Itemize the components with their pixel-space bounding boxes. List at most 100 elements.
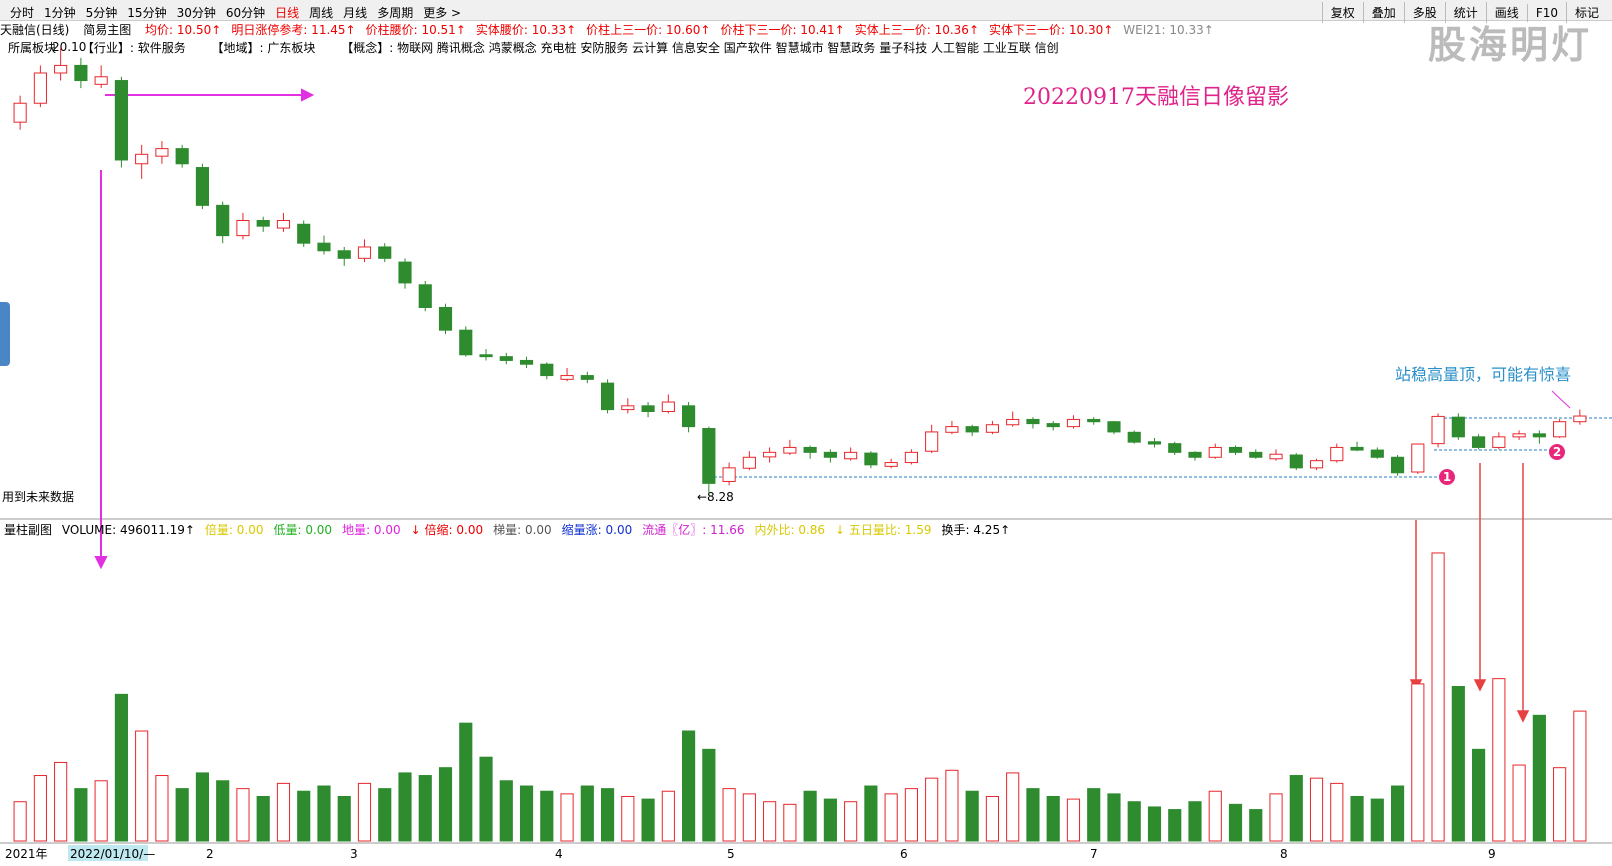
volume-bar bbox=[135, 730, 149, 842]
period-tab[interactable]: 30分钟 bbox=[176, 6, 216, 20]
time-label: 7 bbox=[1090, 847, 1098, 861]
indicator: 价柱上三一价: 10.60↑ bbox=[586, 23, 711, 37]
candle-body bbox=[864, 452, 878, 466]
period-tab[interactable]: 更多 > bbox=[423, 6, 462, 20]
tool-button[interactable]: 叠加 bbox=[1362, 2, 1404, 23]
candle-body bbox=[13, 102, 27, 123]
volume-bar bbox=[763, 801, 777, 842]
tool-button[interactable]: 画线 bbox=[1485, 2, 1527, 23]
side-tab[interactable] bbox=[0, 302, 10, 366]
tool-button[interactable]: 标记 bbox=[1565, 2, 1607, 23]
candle-body bbox=[985, 424, 1000, 433]
marker-label: 2 bbox=[1553, 445, 1561, 459]
period-tab[interactable]: 分时 bbox=[10, 6, 35, 20]
indicator: 价柱下三一价: 10.41↑ bbox=[720, 23, 845, 37]
volume-bar bbox=[1087, 788, 1101, 842]
volume-bar bbox=[357, 782, 372, 842]
candle-body bbox=[904, 451, 918, 464]
candle-body bbox=[1573, 415, 1587, 423]
candle-body bbox=[1087, 418, 1101, 423]
indicator: 实体下三一价: 10.30↑ bbox=[989, 23, 1114, 37]
period-tab[interactable]: 周线 bbox=[309, 6, 334, 20]
volume-bar bbox=[155, 775, 169, 842]
candle-body bbox=[763, 451, 777, 458]
period-tab[interactable]: 月线 bbox=[343, 6, 368, 20]
volume-bar bbox=[276, 782, 291, 842]
period-tab[interactable]: 5分钟 bbox=[85, 6, 118, 20]
future-note: 用到未来数据 bbox=[2, 489, 74, 504]
indicator: 价柱腰价: 10.51↑ bbox=[365, 23, 466, 37]
volume-bar bbox=[1532, 714, 1546, 842]
candle-body bbox=[1269, 453, 1283, 460]
candle-body bbox=[459, 329, 473, 356]
volume-bar bbox=[499, 780, 513, 842]
volume-bar bbox=[236, 788, 250, 842]
candle-body bbox=[499, 356, 513, 361]
volume-bar bbox=[378, 788, 392, 842]
time-label: 6 bbox=[900, 847, 908, 861]
volume-bar bbox=[519, 785, 534, 842]
candle-body bbox=[925, 431, 939, 452]
magenta-arrows bbox=[94, 88, 1571, 570]
candle-body bbox=[1309, 460, 1324, 469]
candle-body bbox=[236, 219, 250, 237]
candle-body bbox=[1026, 418, 1040, 425]
volume-panel-name: 量柱副图 bbox=[4, 523, 53, 537]
volume-bar bbox=[600, 788, 615, 842]
period-tab[interactable]: 1分钟 bbox=[44, 6, 76, 20]
candle-body bbox=[378, 246, 392, 259]
candle-body bbox=[884, 462, 898, 467]
candle-body bbox=[135, 153, 149, 165]
volume-bar bbox=[317, 785, 331, 842]
volume-bar bbox=[1107, 793, 1121, 842]
volume-bar bbox=[1350, 795, 1364, 842]
time-label: 2 bbox=[206, 847, 214, 861]
info-row: 所属板块 【行业】: 软件服务 【地域】: 广东板块 【概念】: 物联网 腾讯概… bbox=[0, 39, 1081, 57]
template[interactable]: 简易主图 bbox=[83, 23, 132, 37]
candle-body bbox=[600, 382, 615, 411]
candle-body bbox=[195, 167, 210, 206]
volume-bar bbox=[1451, 686, 1465, 842]
time-label: 4 bbox=[555, 847, 563, 861]
candle-body bbox=[398, 261, 412, 284]
volume-bar bbox=[114, 693, 128, 842]
candle-body bbox=[1046, 423, 1060, 428]
toolbar: 分时 1分钟 5分钟 15分钟 30分钟 60分钟 日线 周线 月线 多周期 更多 > 复权 叠加 多股统… bbox=[0, 0, 1612, 23]
concepts: 【概念】: 物联网 腾讯概念 鸿蒙概念 充电桩 安防服务 云计算 信息安全 国产… bbox=[341, 41, 1059, 55]
volume-bar bbox=[1269, 793, 1283, 842]
candle-body bbox=[1492, 436, 1506, 448]
indicator: 换手: 4.25↑ bbox=[941, 523, 1011, 537]
candle-body bbox=[1147, 441, 1162, 445]
volume-bar bbox=[965, 790, 979, 842]
volume-bar bbox=[742, 793, 756, 842]
stock-name: 天融信(日线) bbox=[0, 23, 70, 37]
candle-body bbox=[1553, 421, 1567, 438]
candle-body bbox=[1208, 446, 1222, 458]
period-tab[interactable]: 15分钟 bbox=[127, 6, 167, 20]
time-label: 2022/01/10/— bbox=[70, 847, 155, 861]
volume-bar bbox=[256, 795, 270, 842]
volume-bar bbox=[297, 790, 311, 842]
tool-button[interactable]: F10 bbox=[1526, 4, 1566, 22]
candle-body bbox=[580, 375, 594, 380]
candle-body bbox=[297, 223, 311, 244]
tool-button[interactable]: 复权 bbox=[1321, 2, 1363, 23]
volume-bar bbox=[1249, 809, 1263, 842]
tool-button[interactable]: 统计 bbox=[1444, 2, 1486, 23]
indicator: 缩量涨: 0.00 bbox=[561, 523, 633, 537]
marker-label: 1 bbox=[1443, 470, 1451, 484]
candle-body bbox=[742, 456, 756, 469]
period-tab[interactable]: 60分钟 bbox=[225, 6, 266, 20]
volume-bar bbox=[13, 801, 27, 842]
candle-body bbox=[783, 446, 797, 454]
candle-body bbox=[844, 451, 858, 460]
period-tab[interactable]: 多周期 bbox=[377, 6, 414, 20]
header: 天融信(日线) 简易主图 均价: 10.50↑ 明日涨停参考: 11.45↑ 价柱腰… bbox=[0, 21, 1234, 39]
tool-button[interactable]: 多股 bbox=[1403, 2, 1445, 23]
volume-bar bbox=[925, 777, 939, 842]
volume-bar bbox=[803, 790, 817, 842]
period-tab[interactable]: 日线 bbox=[275, 6, 300, 20]
candle-body bbox=[519, 359, 534, 365]
indicator: 实体上三一价: 10.36↑ bbox=[854, 23, 980, 37]
candle-body bbox=[540, 363, 554, 377]
